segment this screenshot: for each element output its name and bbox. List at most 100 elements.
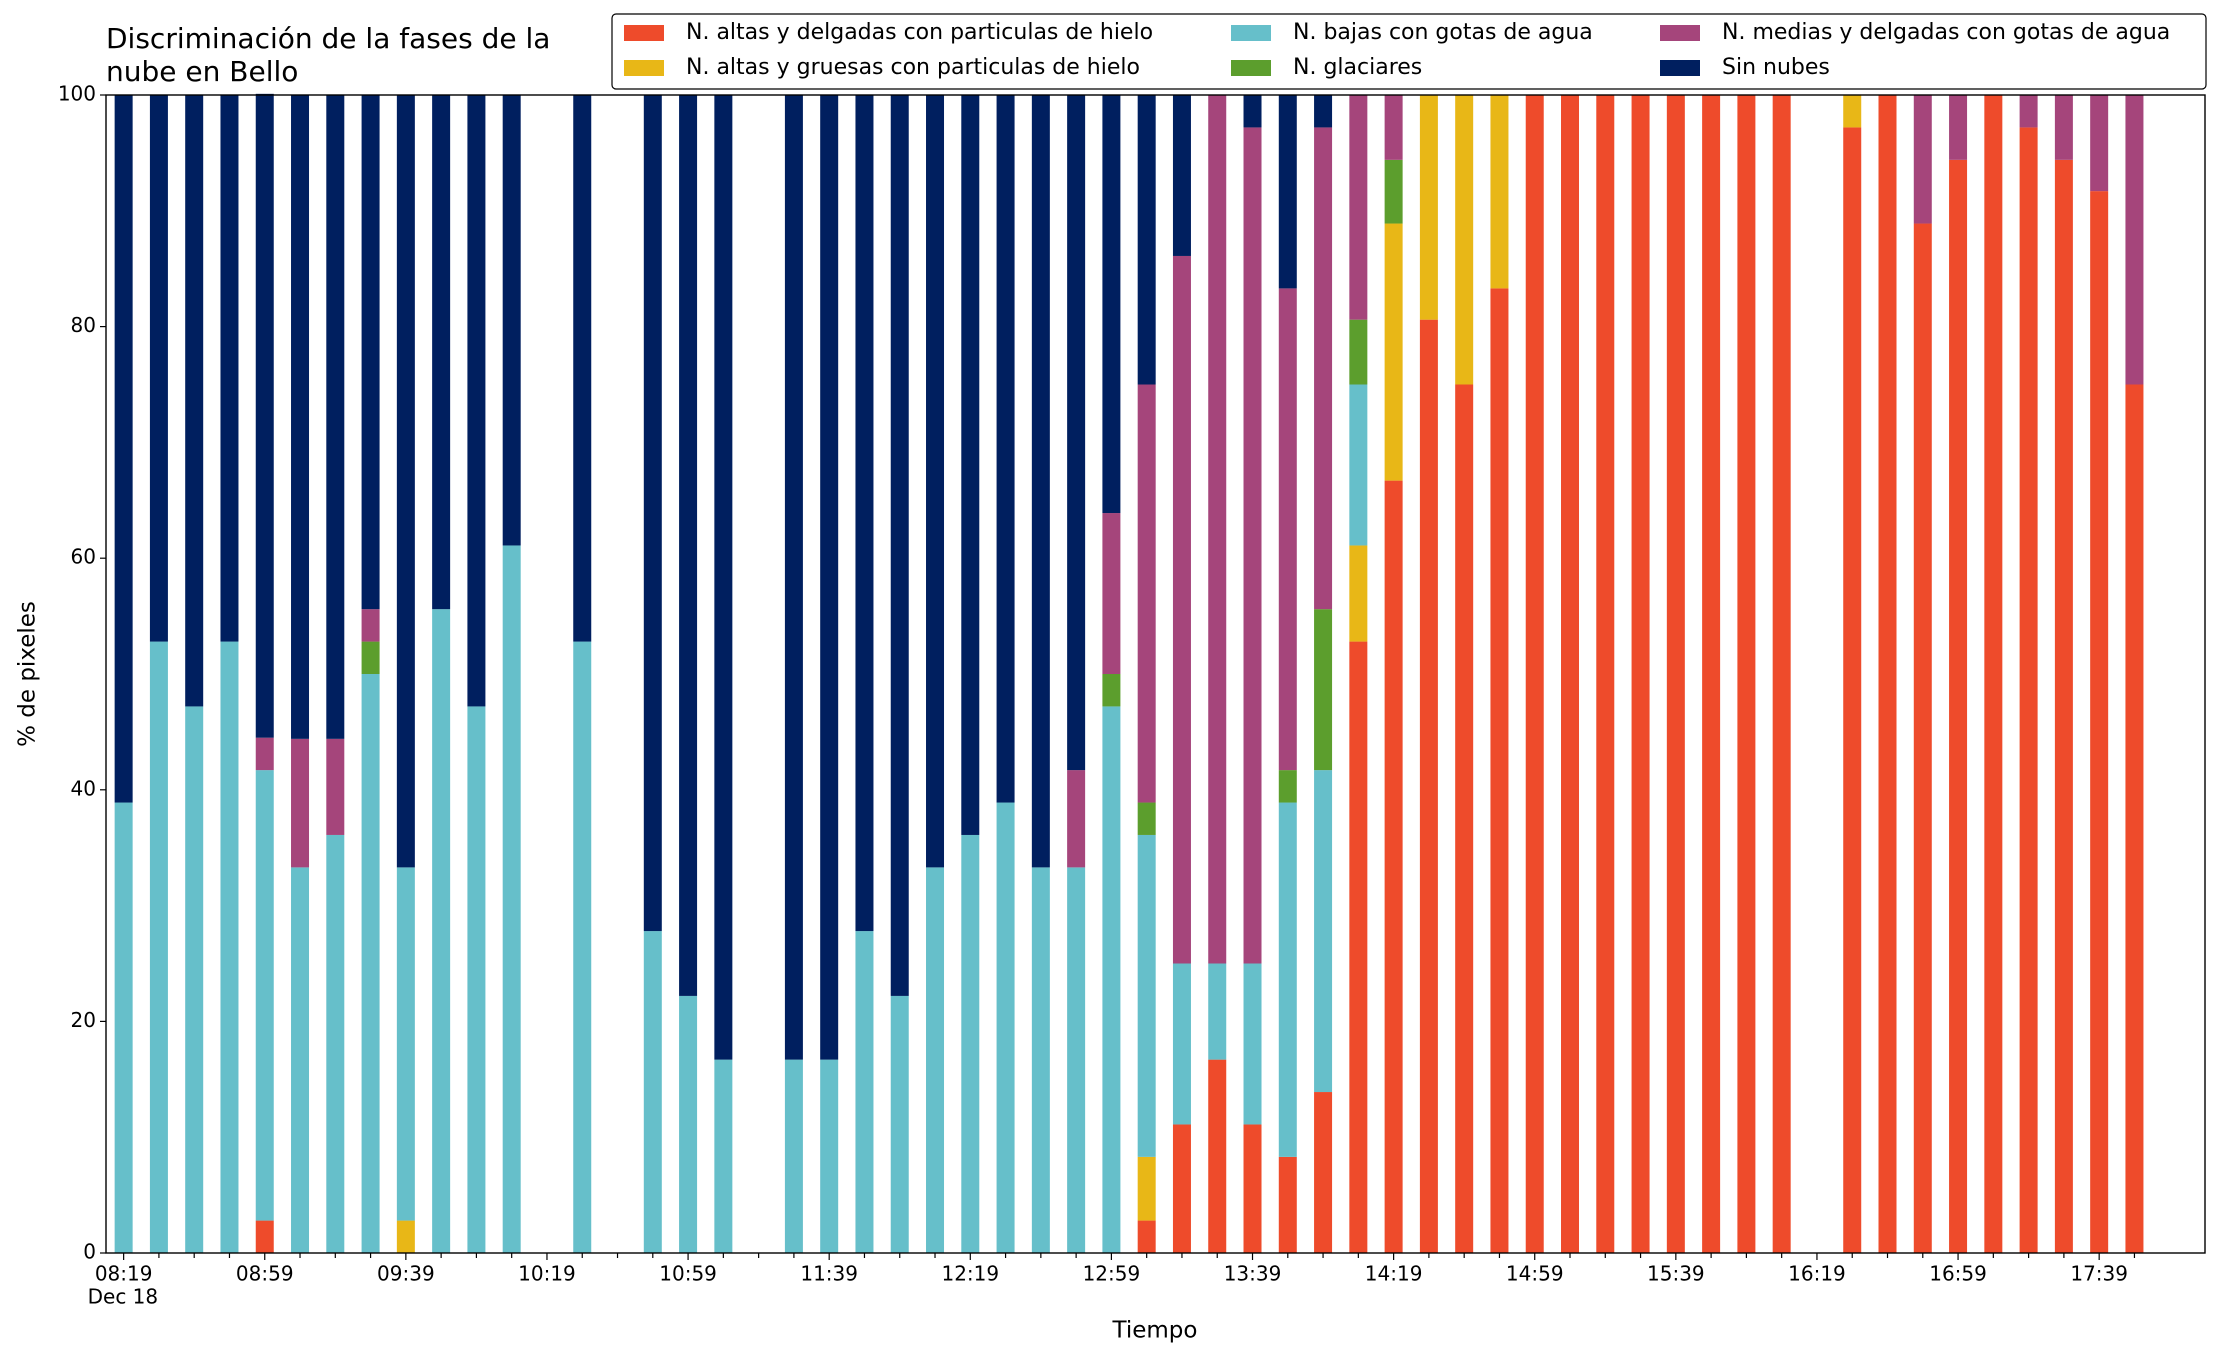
y-axis-label: % de pixeles bbox=[15, 601, 41, 747]
bar-segment bbox=[714, 95, 733, 1060]
x-tick-label: 16:19 bbox=[1788, 1262, 1846, 1286]
bar-segment bbox=[2054, 159, 2073, 1253]
bar-segment bbox=[1384, 480, 1403, 1253]
bar-segment bbox=[396, 1220, 415, 1253]
bar-segment bbox=[1278, 288, 1297, 771]
legend-label: N. bajas con gotas de agua bbox=[1293, 20, 1593, 45]
bar-segment bbox=[432, 609, 451, 1253]
bar-segment bbox=[467, 706, 486, 1253]
x-tick-label: 13:39 bbox=[1224, 1262, 1282, 1286]
bar-segment bbox=[1349, 545, 1368, 642]
bar-segment bbox=[2054, 95, 2073, 160]
bar-segment bbox=[1278, 770, 1297, 803]
bar-segment bbox=[149, 95, 168, 642]
bar-segment bbox=[1137, 1156, 1156, 1221]
bar-segment bbox=[255, 1220, 274, 1253]
x-tick-label: 17:39 bbox=[2070, 1262, 2128, 1286]
bar-segment bbox=[890, 995, 909, 1253]
bar-segment bbox=[1278, 802, 1297, 1157]
bar-segment bbox=[855, 931, 874, 1253]
bar-segment bbox=[2125, 95, 2144, 385]
x-tick-label: 14:19 bbox=[1365, 1262, 1423, 1286]
bar-segment bbox=[1666, 95, 1685, 1253]
bar-segment bbox=[361, 609, 380, 642]
bar-segment bbox=[1490, 288, 1509, 1253]
y-tick-label: 40 bbox=[71, 776, 96, 800]
bar-segment bbox=[1137, 1220, 1156, 1253]
bar-segment bbox=[2019, 127, 2038, 1254]
bar-segment bbox=[643, 931, 662, 1253]
y-tick-label: 100 bbox=[58, 82, 96, 106]
bar-segment bbox=[1843, 95, 1862, 128]
bar-segment bbox=[996, 802, 1015, 1253]
bar-segment bbox=[1349, 95, 1368, 320]
x-tick-label: 12:19 bbox=[941, 1262, 999, 1286]
bar-segment bbox=[1314, 1092, 1333, 1253]
bar-segment bbox=[1772, 95, 1791, 1253]
x-tick-label: 09:39 bbox=[377, 1262, 435, 1286]
bar-segment bbox=[961, 834, 980, 1253]
bar-segment bbox=[1949, 159, 1968, 1253]
x-tick-label: 15:39 bbox=[1647, 1262, 1705, 1286]
bar-segment bbox=[361, 641, 380, 674]
y-tick-label: 0 bbox=[83, 1240, 96, 1264]
bar-segment bbox=[784, 95, 803, 1060]
legend-label: N. glaciares bbox=[1293, 55, 1422, 80]
legend-label: Sin nubes bbox=[1722, 55, 1830, 80]
legend-label: N. altas y gruesas con particulas de hie… bbox=[686, 55, 1140, 80]
bar-segment bbox=[1349, 641, 1368, 1253]
bar-segment bbox=[361, 95, 380, 610]
y-tick-label: 20 bbox=[71, 1008, 96, 1032]
bar-segment bbox=[396, 95, 415, 868]
bar-segment bbox=[291, 867, 310, 1253]
bar-segment bbox=[1384, 95, 1403, 160]
bar-segment bbox=[1243, 127, 1262, 964]
bar-segment bbox=[1243, 963, 1262, 1125]
legend: N. altas y delgadas con particulas de hi… bbox=[611, 13, 2207, 90]
bar-segment bbox=[820, 95, 839, 1060]
bar-segment bbox=[573, 641, 592, 1253]
bar-segment bbox=[1137, 95, 1156, 385]
bar-segment bbox=[1949, 95, 1968, 160]
bar-segment bbox=[1102, 674, 1121, 707]
bar-segment bbox=[1384, 223, 1403, 481]
bar-segment bbox=[326, 738, 345, 835]
legend-label: N. medias y delgadas con gotas de agua bbox=[1722, 20, 2170, 45]
bar-segment bbox=[961, 95, 980, 835]
bar-segment bbox=[1314, 770, 1333, 1093]
bar-segment bbox=[2125, 384, 2144, 1253]
bar-segment bbox=[1031, 867, 1050, 1253]
legend-swatch bbox=[624, 25, 664, 41]
bar-segment bbox=[1172, 963, 1191, 1125]
bar-segment bbox=[185, 95, 204, 707]
bar-segment bbox=[1314, 127, 1333, 610]
bar-segment bbox=[255, 737, 274, 771]
bar-segment bbox=[1243, 95, 1262, 128]
bar-segment bbox=[1172, 95, 1191, 256]
bar-segment bbox=[2090, 95, 2109, 192]
bar-segment bbox=[1137, 384, 1156, 803]
bar-segment bbox=[996, 95, 1015, 803]
bar-segment bbox=[2019, 95, 2038, 128]
bar-segment bbox=[1384, 159, 1403, 224]
bar-segment bbox=[1349, 384, 1368, 546]
bar-segment bbox=[1419, 319, 1438, 1254]
bar-segment bbox=[1737, 95, 1756, 1253]
bar-segment bbox=[714, 1059, 733, 1253]
bar-segment bbox=[1455, 384, 1474, 1253]
bar-segment bbox=[820, 1059, 839, 1253]
x-tick-label: 08:59 bbox=[236, 1262, 294, 1286]
bar-segment bbox=[1984, 95, 2003, 1253]
x-tick-label: 08:19 bbox=[95, 1262, 153, 1286]
x-tick-label: 10:19 bbox=[518, 1262, 576, 1286]
bar-segment bbox=[1172, 255, 1191, 964]
bar-segment bbox=[1208, 1059, 1227, 1253]
bar-segment bbox=[502, 95, 521, 546]
legend-swatch bbox=[624, 60, 664, 76]
bar-segment bbox=[643, 95, 662, 932]
legend-swatch bbox=[1231, 60, 1271, 76]
bar-segment bbox=[1102, 513, 1121, 674]
bar-segment bbox=[679, 995, 698, 1253]
